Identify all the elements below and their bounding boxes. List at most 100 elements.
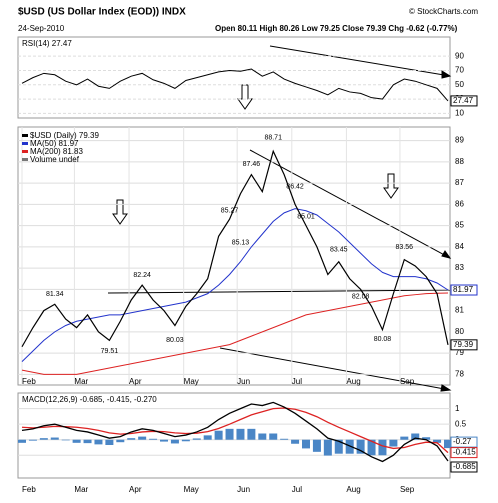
macd-line-0 [21, 401, 449, 463]
x-tick-label: Sep [400, 377, 415, 386]
value-box [450, 339, 478, 351]
price-annotation: 82.24 [133, 272, 151, 279]
macd-line-1 [21, 407, 449, 454]
x-tick-label: Apr [129, 485, 142, 494]
histogram-bar [378, 439, 387, 456]
value-box-label: 79.39 [453, 340, 474, 349]
histogram-bar [28, 439, 37, 441]
histogram-bar [312, 439, 321, 452]
price-annotation: 79.51 [101, 348, 119, 355]
histogram-bar [127, 438, 136, 440]
histogram-bar [225, 428, 234, 440]
price-annotation: 88.71 [264, 135, 282, 142]
rsi-frame [17, 36, 451, 119]
legend-swatch [22, 150, 28, 153]
credit: © StockCharts.com [409, 7, 478, 16]
price-annotation: 82.08 [352, 294, 370, 301]
x-tick-label: Aug [346, 485, 360, 494]
value-box-label: -0.27 [453, 437, 472, 446]
x-tick-label: Feb [22, 377, 36, 386]
rsi-line [21, 68, 449, 102]
rsi-label: RSI(14) 27.47 [22, 39, 72, 48]
date: 24-Sep-2010 [18, 24, 65, 33]
legend-label: MA(50) 81.97 [30, 139, 79, 148]
histogram-bar [83, 439, 92, 444]
histogram-bar [181, 439, 190, 442]
x-tick-label: Aug [346, 377, 360, 386]
value-box-label: 27.47 [453, 96, 474, 105]
histogram-bar [345, 439, 354, 454]
y-tick-label: 84 [455, 242, 464, 251]
legend-label: MA(200) 81.83 [30, 147, 83, 156]
x-tick-label: Sep [400, 485, 415, 494]
x-tick-label: Feb [22, 485, 36, 494]
legend-label: Volume undef [30, 155, 80, 164]
histogram-bar [258, 433, 267, 440]
price-annotation: 85.01 [297, 213, 315, 220]
x-tick-label: Mar [74, 485, 88, 494]
y-tick-label: 1 [455, 404, 460, 413]
y-tick-label: 89 [455, 136, 464, 145]
y-tick-label: 0.5 [455, 419, 467, 428]
histogram-bar [61, 439, 70, 441]
histogram-bar [236, 428, 245, 440]
y-tick-label: 78 [455, 369, 464, 378]
quote: Open 80.11 High 80.26 Low 79.25 Close 79… [215, 24, 458, 33]
histogram-bar [444, 439, 452, 449]
histogram-bar [138, 436, 147, 440]
legend-label: $USD (Daily) 79.39 [30, 131, 99, 140]
y-tick-label: 90 [455, 51, 464, 60]
histogram-bar [160, 439, 168, 442]
x-tick-label: Mar [74, 377, 88, 386]
value-box [450, 95, 478, 107]
histogram-bar [334, 439, 343, 454]
histogram-bar [50, 437, 59, 440]
histogram-bar [192, 438, 201, 440]
price-annotation: 80.08 [374, 336, 392, 343]
histogram-bar [149, 438, 158, 440]
histogram-bar [280, 438, 289, 440]
histogram-bar [203, 435, 212, 440]
x-tick-label: Apr [129, 377, 142, 386]
value-box [450, 447, 478, 459]
value-box-label: -0.685 [453, 462, 476, 471]
y-tick-label: 80 [455, 327, 464, 336]
price-frame [17, 126, 451, 386]
price-annotation: 85.13 [232, 240, 250, 247]
histogram-bar [291, 439, 300, 444]
x-tick-label: Jun [237, 485, 250, 494]
y-tick-label: 85 [455, 221, 464, 230]
histogram-bar [302, 439, 310, 449]
histogram-bar [18, 439, 26, 443]
legend-swatch [22, 134, 28, 137]
histogram-bar [269, 433, 278, 440]
macd-frame [17, 392, 451, 479]
histogram-bar [39, 438, 48, 440]
y-tick-label: 88 [455, 157, 464, 166]
price-annotation: 85.27 [221, 208, 239, 215]
value-box-label: -0.415 [453, 448, 476, 457]
y-tick-label: 87 [455, 178, 464, 187]
histogram-bar [72, 439, 81, 443]
histogram-bar [367, 439, 376, 456]
y-tick-label: 50 [455, 80, 464, 89]
legend-swatch [22, 142, 28, 145]
y-tick-label: 70 [455, 66, 464, 75]
value-box [450, 461, 478, 473]
price-annotation: 83.56 [396, 244, 414, 251]
histogram-bar [433, 439, 442, 443]
histogram-bar [422, 437, 431, 440]
histogram-bar [94, 439, 103, 445]
y-tick-label: 86 [455, 199, 464, 208]
value-box [450, 436, 478, 448]
x-tick-label: Jun [237, 377, 250, 386]
histogram-bar [247, 428, 256, 440]
macd-label: MACD(12,26,9) -0.685, -0.415, -0.270 [22, 395, 157, 404]
legend-swatch [22, 158, 28, 161]
histogram-bar [389, 439, 398, 447]
title: $USD (US Dollar Index (EOD)) INDX [18, 7, 186, 18]
histogram-bar [323, 439, 332, 456]
price-annotation: 83.45 [330, 246, 348, 253]
